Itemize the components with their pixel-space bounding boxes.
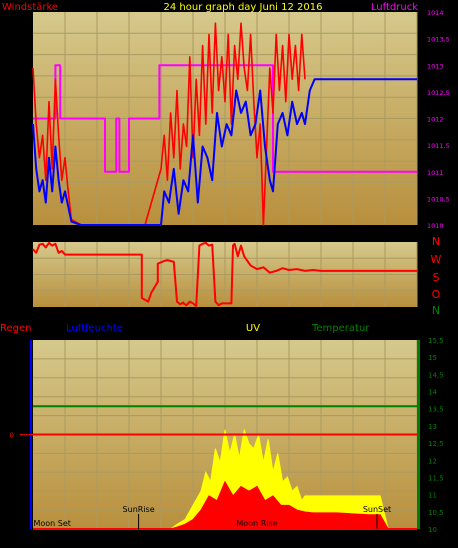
temperature-y-tick: 15,5 [428,337,444,345]
wind-y-tick: 12 [20,87,29,95]
panel1-x-tick: 12 [221,229,230,237]
chart-title: 24 hour graph day Juni 12 2016 [164,2,323,13]
pressure-y-tick: 1010 [427,222,444,230]
panel1-x-tick: 22 [381,229,390,237]
pressure-y-tick: 1012 [427,116,444,124]
humidity-y-tick: 78,6 [13,469,29,477]
wind-y-tick: 16 [20,43,29,51]
panel1-x-tick: 16 [285,229,294,237]
panel3-x-tick: 18 [317,533,326,541]
panel3-x-tick: 14 [253,533,262,541]
panel1-x-tick: 00 [413,229,422,237]
panel3-x-tick: 10 [189,533,198,541]
wind-line [32,78,417,226]
temperature-y-tick: 10,5 [428,509,444,517]
gust-line [32,22,306,226]
panel1-x-tick: 04 [93,229,102,237]
temperature-y-tick: 11 [428,492,437,500]
humidity-y-tick: 78,2 [13,507,29,515]
panel3-x-tick: 16 [285,533,294,541]
temperature-y-tick: 12,5 [428,440,444,448]
panel3-x-tick: 20 [349,533,358,541]
compass-label: W [431,253,442,266]
panel1-x-tick: 08 [157,229,166,237]
panel3-x-tick: 00 [413,533,422,541]
temperature-y-tick: 12 [428,457,437,465]
data-series [32,22,417,530]
panel1-x-tick: 06 [125,229,134,237]
panel3-x-tick: 12 [221,533,230,541]
panel1-x-tick: 20 [349,229,358,237]
compass-label: O [432,288,441,301]
direction-y-tick: 270 [16,255,29,263]
direction-y-tick: 0 [25,304,29,312]
panel1-x-tick: 14 [253,229,262,237]
panel3-x-tick: 06 [125,533,134,541]
humidity-y-tick: 79,6 [13,375,29,383]
panel3-x-tick: 22 [381,533,390,541]
radiation-area [33,480,417,530]
wind-y-tick: 18 [20,20,29,28]
compass-label: N [432,304,440,317]
pressure-y-tick: 1010,5 [427,195,450,203]
wind-axis-title: Windstärke [2,2,58,13]
pressure-axis-title: Luftdruck [371,2,418,13]
pressure-y-tick: 1013,5 [427,36,450,44]
rain-axis-title: Regen [0,323,32,334]
event-annotation: Moon Rise [236,519,277,528]
panel1-x-tick: 18 [317,229,326,237]
temperature-y-tick: 13 [428,423,437,431]
panel3-x-tick: 02 [61,533,70,541]
humidity-y-tick: 78,4 [13,488,29,496]
panel3-x-tick: 04 [93,533,102,541]
event-annotation: SunRise [123,505,155,514]
grid-lines [20,12,420,529]
humidity-y-tick: 79 [20,432,29,440]
pressure-y-tick: 1011 [427,169,444,177]
temperature-y-tick: 10 [428,526,437,534]
wind-direction-line [32,241,417,308]
wind-y-tick: 4 [25,177,30,185]
temperature-y-tick: 14 [428,389,437,397]
humidity-y-tick: 79,2 [13,413,29,421]
wind-y-tick: 0 [25,222,29,230]
humidity-y-tick: 79,4 [13,394,29,402]
panel3-x-tick: 08 [157,533,166,541]
humidity-axis-title: Luftfeuchte [66,323,123,334]
rain-y-tick: 0 [10,432,14,440]
wind-y-tick: 6 [25,155,30,163]
wind-y-tick: 8 [25,132,29,140]
humidity-y-tick: 78 [20,526,29,534]
pressure-y-tick: 1011,5 [427,142,450,150]
direction-y-tick: 180 [16,272,29,280]
uv-area [33,429,417,530]
wind-y-tick: 2 [25,200,29,208]
pressure-y-tick: 1012,5 [427,89,450,97]
temperature-y-tick: 13,5 [428,406,444,414]
pressure-y-tick: 1014 [427,9,444,17]
panel1-x-tick: 10 [189,229,198,237]
humidity-y-tick: 78,8 [13,450,29,458]
temperature-axis-title: Temperatur [311,323,370,334]
humidity-y-tick: 80 [20,337,29,345]
pressure-y-tick: 1013 [427,62,444,70]
direction-y-tick: 360 [16,239,29,247]
panel1-x-tick: 02 [61,229,70,237]
direction-y-tick: 90 [20,288,29,296]
temperature-y-tick: 11,5 [428,474,444,482]
compass-label: S [433,271,440,284]
temperature-y-tick: 14,5 [428,371,444,379]
event-annotation: SunSet [363,505,391,514]
tick-labels: 02 04 06 08 10 12 14 16 18 20 22 000246810121416181… [10,9,450,541]
wind-y-tick: 10 [20,110,29,118]
event-annotation: Moon Set [33,519,70,528]
wind-y-tick: 14 [20,65,29,73]
humidity-y-tick: 79,8 [13,356,29,364]
uv-axis-title: UV [246,323,260,334]
compass-label: N [432,235,440,248]
temperature-y-tick: 15 [428,354,437,362]
